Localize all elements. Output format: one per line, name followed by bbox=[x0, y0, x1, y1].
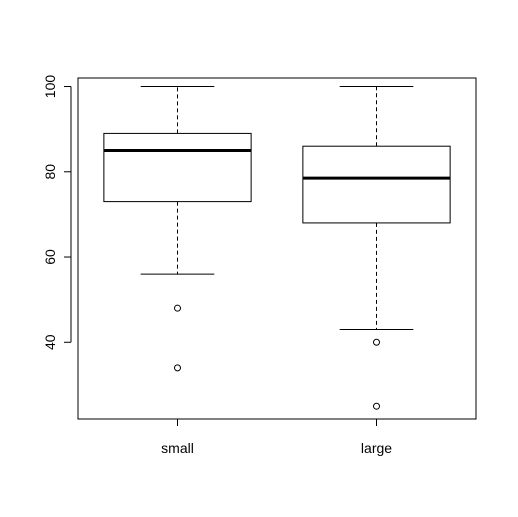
box-iqr bbox=[103, 132, 252, 203]
boxes bbox=[103, 86, 451, 410]
x-axis: small large bbox=[161, 419, 392, 456]
outlier-point bbox=[174, 364, 181, 372]
y-tick-label: 40 bbox=[42, 334, 58, 350]
outlier-point bbox=[373, 338, 380, 346]
box-iqr bbox=[302, 145, 451, 224]
y-tick-label: 100 bbox=[42, 75, 58, 99]
y-tick-label: 60 bbox=[42, 249, 58, 265]
outlier-point bbox=[174, 304, 181, 312]
x-tick-label: small bbox=[161, 440, 194, 456]
plot-frame bbox=[77, 77, 477, 420]
outlier-point bbox=[373, 402, 380, 410]
y-tick-label: 80 bbox=[42, 164, 58, 180]
y-axis: 40 60 80 100 bbox=[42, 75, 72, 350]
x-tick-label: large bbox=[361, 440, 392, 456]
